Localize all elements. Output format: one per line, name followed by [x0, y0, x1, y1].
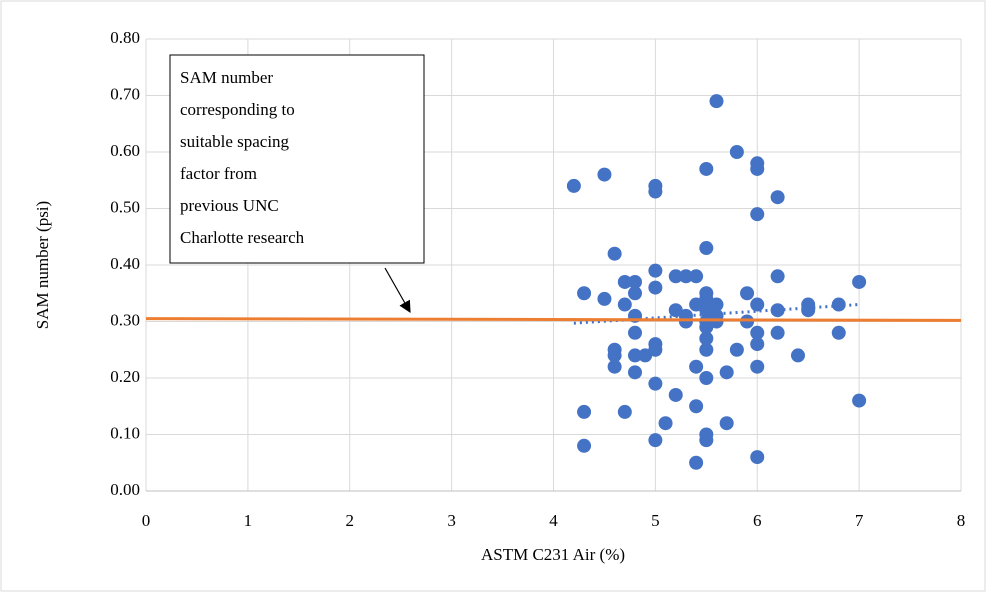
annotation-text: previous UNC: [180, 196, 279, 215]
y-tick-label: 0.70: [110, 84, 140, 103]
data-point: [668, 269, 683, 284]
data-point: [607, 348, 622, 363]
annotation-text: Charlotte research: [180, 228, 305, 247]
data-point: [628, 365, 642, 380]
annotation-text: corresponding to: [180, 100, 295, 119]
x-tick-label: 0: [142, 511, 151, 530]
data-point: [648, 184, 663, 199]
annotation-text: factor from: [180, 164, 257, 183]
y-tick-label: 0.40: [110, 254, 140, 273]
data-point: [852, 393, 867, 408]
data-point: [607, 359, 622, 374]
data-point: [638, 348, 653, 363]
data-point: [668, 387, 683, 402]
x-tick-label: 6: [753, 511, 762, 530]
data-point: [699, 371, 714, 385]
data-point: [709, 94, 724, 109]
data-point: [577, 286, 592, 301]
x-tick-label: 4: [549, 511, 558, 530]
data-point: [689, 455, 704, 470]
data-point: [628, 286, 642, 301]
data-point: [607, 246, 622, 261]
y-tick-label: 0.30: [110, 310, 140, 329]
reference-line: [145, 317, 962, 322]
data-point: [628, 348, 642, 363]
data-point: [729, 145, 744, 159]
data-point: [750, 297, 765, 312]
data-point: [689, 399, 704, 414]
x-tick-label: 2: [346, 511, 355, 530]
data-point: [668, 303, 683, 318]
data-point: [852, 274, 867, 289]
y-tick-label: 0.10: [110, 423, 140, 442]
data-point: [750, 337, 765, 352]
data-point: [566, 178, 581, 193]
x-tick-label: 3: [447, 511, 456, 530]
data-point: [719, 365, 734, 380]
data-point: [699, 342, 714, 357]
data-point: [678, 269, 693, 284]
annotation-box: [169, 54, 425, 264]
y-tick-label: 0.50: [110, 197, 140, 216]
data-point: [699, 161, 714, 176]
data-point: [770, 269, 785, 284]
data-point: [831, 325, 846, 340]
data-point: [597, 167, 612, 182]
data-point: [709, 314, 724, 329]
data-point: [699, 303, 714, 318]
data-point: [597, 291, 612, 306]
data-point: [791, 348, 805, 363]
annotation-arrow: [384, 267, 411, 314]
data-point: [699, 291, 714, 306]
data-point: [740, 314, 755, 329]
data-point: [628, 274, 642, 289]
data-point: [689, 359, 704, 374]
x-tick-label: 5: [651, 511, 660, 530]
annotation-text: suitable spacing: [180, 132, 290, 151]
data-point: [750, 207, 765, 222]
data-point: [770, 325, 785, 340]
data-point: [709, 297, 724, 312]
data-point: [689, 269, 704, 284]
data-point: [729, 342, 744, 357]
data-point: [750, 325, 765, 340]
data-point: [770, 190, 785, 205]
data-point: [740, 286, 755, 301]
x-tick-label: 8: [957, 511, 966, 530]
data-point: [617, 404, 632, 419]
data-point: [689, 297, 704, 312]
data-point: [750, 450, 765, 465]
data-point: [648, 376, 663, 391]
data-point: [648, 342, 663, 357]
y-axis-label: SAM number (psi): [33, 201, 52, 329]
x-tick-label: 1: [244, 511, 253, 530]
data-point: [658, 416, 673, 431]
data-point: [699, 331, 714, 346]
x-axis-label: ASTM C231 Air (%): [481, 545, 625, 564]
data-point: [699, 320, 714, 335]
data-point: [750, 161, 765, 176]
x-tick-label: 7: [855, 511, 864, 530]
data-point: [750, 359, 765, 374]
data-point: [617, 274, 632, 289]
data-point: [577, 438, 592, 453]
data-point: [699, 241, 714, 256]
data-point: [577, 404, 592, 419]
data-point: [648, 263, 663, 278]
y-tick-label: 0.60: [110, 141, 140, 160]
chart-border: [0, 0, 986, 592]
data-point: [648, 280, 663, 295]
data-point: [648, 433, 663, 448]
data-point: [678, 314, 693, 329]
data-point: [801, 303, 816, 318]
data-point: [699, 433, 714, 448]
y-tick-label: 0.80: [110, 28, 140, 47]
annotation-text: SAM number: [180, 68, 273, 87]
y-tick-label: 0.20: [110, 367, 140, 386]
data-point: [719, 416, 734, 431]
data-point: [617, 297, 632, 312]
data-point: [628, 325, 642, 340]
y-tick-label: 0.00: [110, 480, 140, 499]
